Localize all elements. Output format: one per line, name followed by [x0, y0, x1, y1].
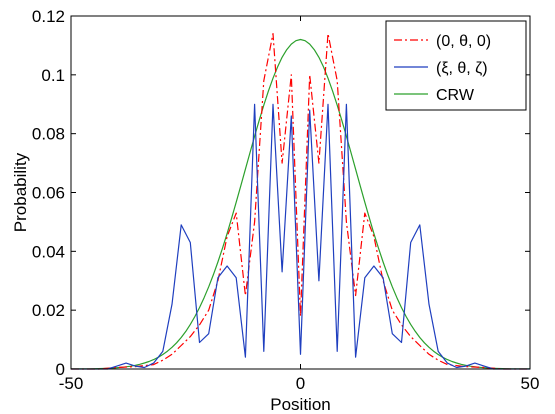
- series-line-3: [71, 38, 530, 370]
- x-tick-label: 0: [296, 374, 305, 393]
- y-tick-label: 0.04: [32, 242, 65, 261]
- legend-box: [385, 20, 527, 111]
- y-tick-label: 0.06: [32, 184, 65, 203]
- series-line-2: [71, 103, 530, 370]
- plot-lines: [71, 32, 530, 370]
- y-tick-label: 0.08: [32, 125, 65, 144]
- legend-entry-crw: CRW: [436, 87, 475, 104]
- y-tick-label: 0: [56, 360, 65, 379]
- y-tick-label: 0.12: [32, 7, 65, 26]
- x-tick-label: 50: [521, 374, 540, 393]
- y-tick-label: 0.02: [32, 301, 65, 320]
- x-axis-label: Position: [270, 395, 330, 414]
- legend-entry-series-2: (ξ, θ, ζ): [436, 60, 488, 77]
- legend-entry-series-1: (0, θ, 0): [436, 33, 491, 50]
- legend: (0, θ, 0) (ξ, θ, ζ) CRW: [385, 20, 527, 111]
- y-tick-label: 0.1: [41, 66, 65, 85]
- series-line-1: [71, 32, 530, 370]
- y-axis-label: Probability: [11, 152, 30, 232]
- x-tick-label: -50: [59, 374, 84, 393]
